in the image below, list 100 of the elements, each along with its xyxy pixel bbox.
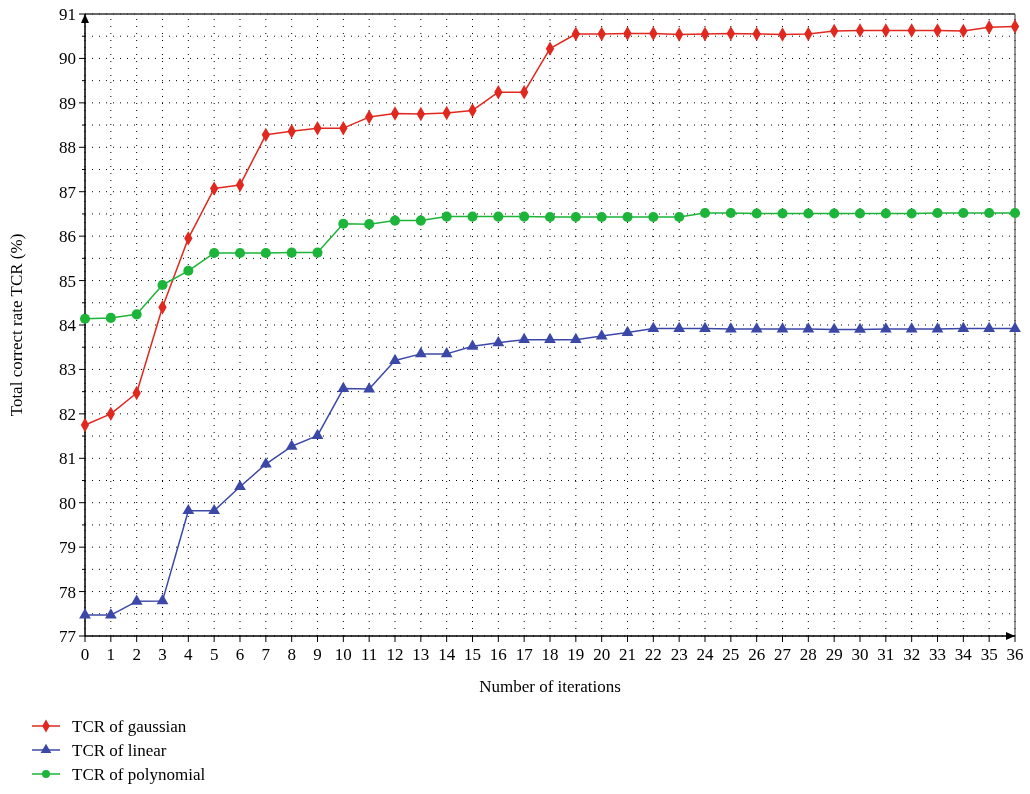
- point: [492, 335, 505, 347]
- point: [104, 608, 117, 619]
- point: [596, 212, 607, 223]
- point: [699, 208, 711, 219]
- point: [544, 332, 556, 344]
- point: [1009, 321, 1021, 332]
- x-tick-label: 4: [184, 645, 194, 664]
- y-tick-label: 82: [59, 404, 76, 424]
- point: [544, 212, 556, 223]
- point: [312, 247, 323, 258]
- point: [311, 428, 324, 440]
- y-tick-label: 88: [59, 138, 76, 158]
- point: [931, 322, 944, 333]
- point: [622, 212, 633, 223]
- point: [493, 211, 504, 222]
- point: [776, 322, 789, 333]
- point: [338, 218, 349, 229]
- point: [879, 322, 892, 333]
- x-tick-label: 13: [412, 645, 430, 664]
- point: [209, 247, 220, 259]
- point: [130, 594, 143, 605]
- x-tick-label: 27: [774, 645, 792, 664]
- point: [260, 247, 271, 259]
- point: [467, 211, 478, 222]
- y-tick-label: 78: [59, 582, 76, 602]
- x-tick-label: 19: [567, 645, 585, 664]
- legend-label: TCR of linear: [72, 741, 167, 760]
- point: [751, 208, 762, 219]
- y-tick-label: 83: [59, 360, 76, 380]
- x-tick-label: 16: [489, 645, 507, 664]
- x-tick-label: 22: [644, 645, 662, 664]
- x-tick-label: 17: [515, 645, 534, 664]
- point: [389, 215, 401, 226]
- x-tick-label: 26: [748, 645, 766, 664]
- x-tick-label: 28: [799, 645, 817, 664]
- point: [234, 479, 246, 491]
- point: [182, 503, 195, 515]
- point: [777, 208, 788, 219]
- point: [829, 208, 840, 219]
- point: [906, 208, 917, 219]
- point: [105, 312, 116, 323]
- point: [259, 457, 272, 468]
- point: [803, 208, 814, 219]
- x-tick-label: 6: [235, 645, 245, 664]
- point: [570, 212, 581, 223]
- x-tick-label: 2: [132, 645, 141, 664]
- point: [337, 381, 350, 392]
- point: [932, 208, 943, 219]
- point: [673, 321, 686, 332]
- point: [699, 321, 711, 332]
- x-tick-label: 24: [696, 645, 714, 664]
- point: [647, 321, 660, 332]
- point: [79, 608, 91, 619]
- y-tick-label: 84: [59, 316, 77, 335]
- point: [957, 321, 970, 332]
- legend-label: TCR of polynomial: [72, 765, 206, 784]
- x-tick-label: 7: [261, 645, 271, 664]
- point: [828, 322, 841, 333]
- point: [595, 329, 608, 340]
- point: [441, 211, 452, 222]
- x-tick-label: 1: [106, 645, 116, 664]
- x-tick-label: 36: [1006, 645, 1024, 664]
- point: [415, 215, 426, 226]
- y-tick-label: 80: [59, 493, 76, 513]
- y-axis-title: Total correct rate TCR (%): [7, 233, 26, 417]
- point: [674, 212, 685, 223]
- x-tick-label: 3: [158, 645, 167, 664]
- point: [1009, 208, 1021, 219]
- x-tick-label: 0: [80, 645, 90, 664]
- point: [518, 332, 531, 344]
- point: [208, 503, 221, 515]
- x-tick-label: 20: [593, 645, 611, 664]
- point: [389, 353, 401, 364]
- x-tick-label: 31: [877, 645, 895, 664]
- x-tick-label: 33: [929, 645, 946, 664]
- y-tick-label: 85: [59, 271, 76, 291]
- x-tick-label: 12: [386, 645, 404, 664]
- y-tick-label: 89: [59, 93, 76, 113]
- y-tick-label: 87: [59, 182, 77, 202]
- point: [234, 247, 246, 259]
- x-tick-label: 23: [670, 645, 688, 664]
- x-tick-label: 30: [851, 645, 869, 664]
- y-tick-label: 81: [59, 449, 76, 469]
- legend-label: TCR of gaussian: [72, 717, 187, 736]
- point: [286, 247, 297, 258]
- point: [519, 211, 530, 222]
- x-tick-label: 32: [903, 645, 921, 664]
- x-tick-label: 14: [438, 645, 456, 664]
- point: [466, 339, 479, 350]
- x-tick-label: 21: [619, 645, 636, 664]
- point: [905, 322, 918, 333]
- point: [157, 279, 168, 291]
- point: [364, 219, 375, 230]
- point: [750, 322, 763, 333]
- point: [984, 208, 995, 219]
- x-tick-label: 10: [334, 645, 352, 664]
- point: [802, 322, 815, 333]
- point: [958, 208, 969, 219]
- x-tick-label: 25: [722, 645, 740, 664]
- point: [363, 382, 376, 393]
